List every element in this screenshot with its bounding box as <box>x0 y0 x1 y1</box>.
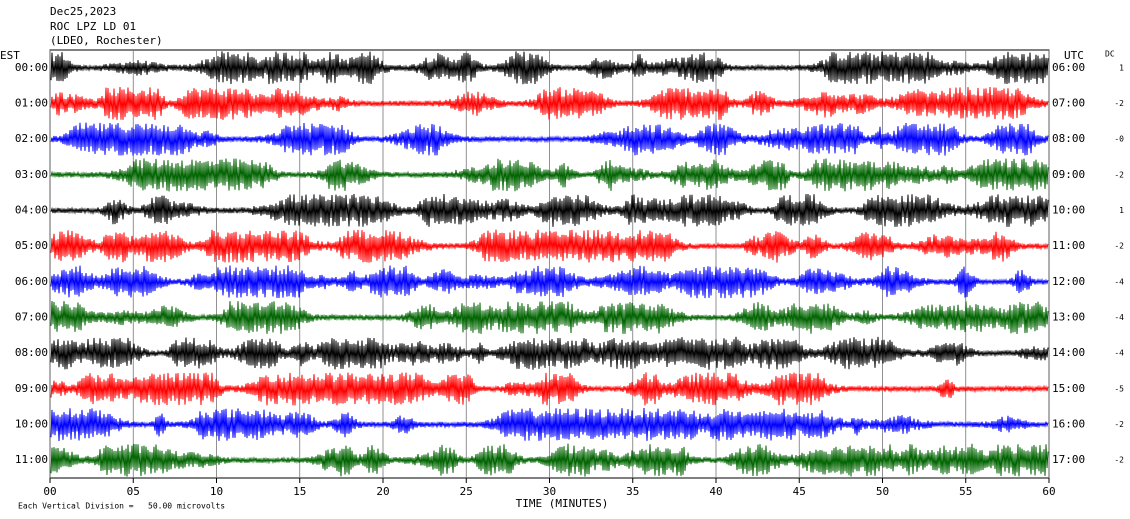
x-tick-label: 35 <box>626 485 639 498</box>
dc-label: -2 <box>1114 456 1124 465</box>
left-header: EST <box>0 49 20 62</box>
dc-label: -2 <box>1114 242 1124 251</box>
est-label: 03:00 <box>15 168 48 181</box>
utc-label: 08:00 <box>1052 132 1085 145</box>
x-tick-label: 15 <box>293 485 306 498</box>
dc-label: 1 <box>1119 206 1124 215</box>
utc-label: 11:00 <box>1052 239 1085 252</box>
x-tick-label: 25 <box>460 485 473 498</box>
utc-label: 12:00 <box>1052 275 1085 288</box>
trace <box>50 336 1049 370</box>
trace <box>50 443 1049 477</box>
utc-label: 10:00 <box>1052 204 1085 217</box>
title-line: ROC LPZ LD 01 <box>50 20 136 33</box>
trace <box>50 158 1049 192</box>
x-tick-label: 60 <box>1042 485 1055 498</box>
dc-label: -4 <box>1114 349 1124 358</box>
trace <box>50 300 1049 335</box>
dc-header: DC <box>1105 50 1115 59</box>
trace <box>50 122 1049 156</box>
utc-label: 13:00 <box>1052 311 1085 324</box>
est-label: 01:00 <box>15 97 48 110</box>
dc-label: -2 <box>1114 420 1124 429</box>
utc-label: 07:00 <box>1052 97 1085 110</box>
dc-label: 1 <box>1119 63 1124 72</box>
est-label: 00:00 <box>15 61 48 74</box>
est-label: 07:00 <box>15 311 48 324</box>
title-line: (LDEO, Rochester) <box>50 34 163 47</box>
x-tick-label: 10 <box>210 485 223 498</box>
trace <box>50 51 1049 85</box>
x-tick-label: 05 <box>127 485 140 498</box>
x-tick-label: 00 <box>43 485 56 498</box>
footnote: Each Vertical Division = 50.00 microvolt… <box>18 502 225 511</box>
title-line: Dec25,2023 <box>50 5 116 18</box>
utc-label: 06:00 <box>1052 61 1085 74</box>
dc-label: -2 <box>1114 170 1124 179</box>
x-tick-label: 55 <box>959 485 972 498</box>
utc-label: 14:00 <box>1052 346 1085 359</box>
dc-label: -2 <box>1114 99 1124 108</box>
trace <box>50 265 1049 299</box>
x-tick-label: 20 <box>376 485 389 498</box>
x-axis-label: TIME (MINUTES) <box>516 497 609 510</box>
trace <box>50 229 1049 263</box>
dc-label: -4 <box>1114 313 1124 322</box>
x-tick-label: 50 <box>876 485 889 498</box>
dc-label: -0 <box>1114 135 1124 144</box>
utc-label: 16:00 <box>1052 418 1085 431</box>
utc-label: 15:00 <box>1052 382 1085 395</box>
est-label: 08:00 <box>15 346 48 359</box>
dc-label: -4 <box>1114 277 1124 286</box>
utc-label: 09:00 <box>1052 168 1085 181</box>
utc-label: 17:00 <box>1052 453 1085 466</box>
est-label: 05:00 <box>15 239 48 252</box>
dc-label: -5 <box>1114 384 1124 393</box>
x-tick-label: 40 <box>709 485 722 498</box>
x-tick-label: 30 <box>543 485 556 498</box>
est-label: 09:00 <box>15 382 48 395</box>
right-header: UTC <box>1064 49 1084 62</box>
est-label: 10:00 <box>15 418 48 431</box>
est-label: 04:00 <box>15 204 48 217</box>
trace <box>50 193 1049 227</box>
est-label: 02:00 <box>15 132 48 145</box>
trace <box>50 86 1049 120</box>
est-label: 11:00 <box>15 453 48 466</box>
trace <box>50 407 1049 442</box>
x-tick-label: 45 <box>793 485 806 498</box>
est-label: 06:00 <box>15 275 48 288</box>
trace <box>50 372 1049 406</box>
